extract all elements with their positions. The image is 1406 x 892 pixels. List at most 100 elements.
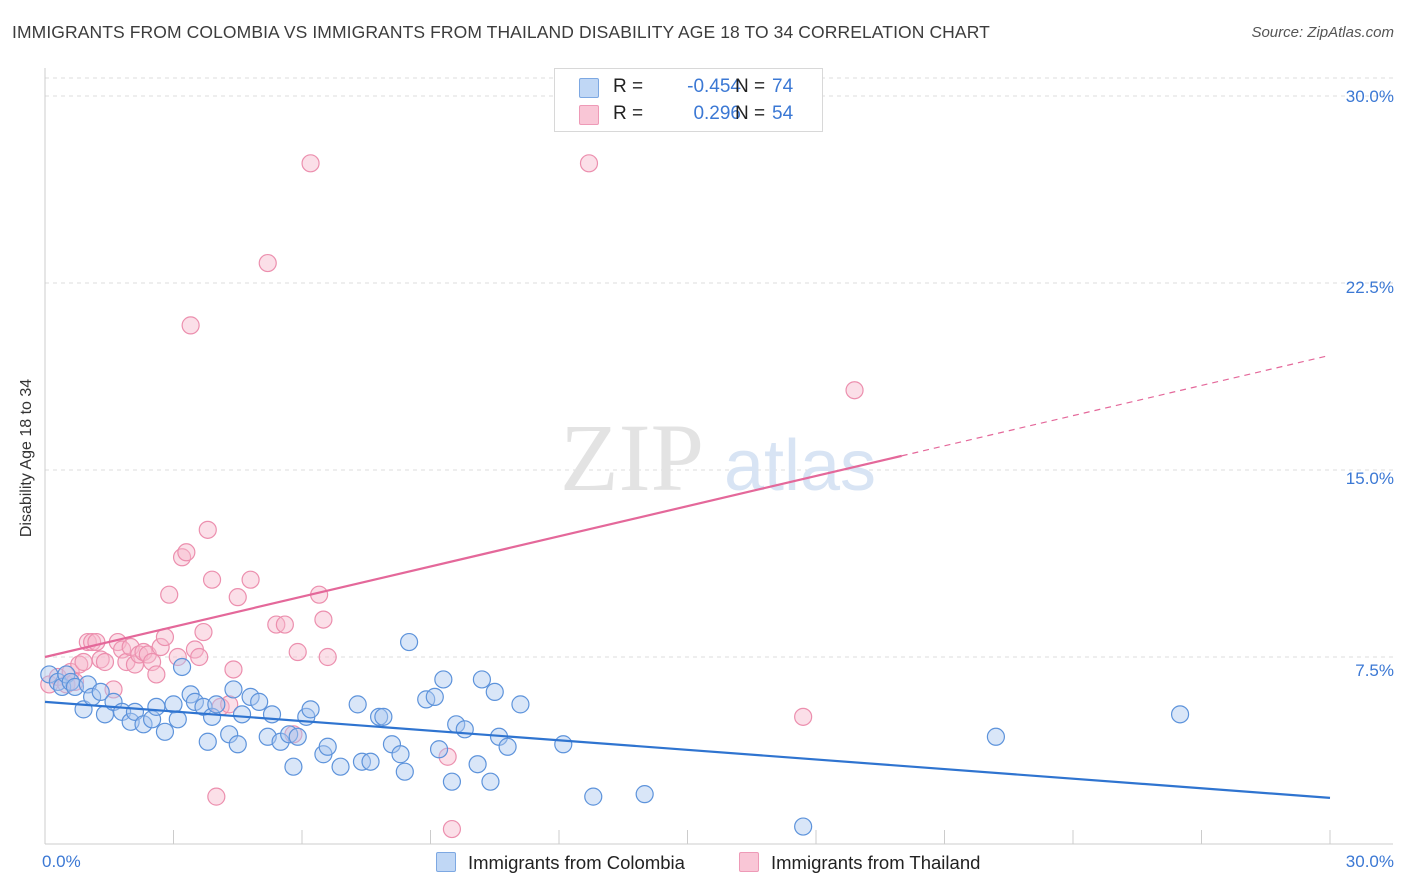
legend-r-label: R = (613, 76, 644, 97)
thailand-point (224, 660, 243, 679)
colombia-point (498, 737, 517, 756)
colombia-point (134, 715, 153, 734)
legend-swatch-colombia (579, 78, 599, 98)
thailand-point (314, 610, 333, 629)
thailand-trend-line (44, 454, 902, 659)
colombia-point (481, 772, 500, 791)
thailand-point (207, 787, 226, 806)
watermark: ZIP atlas (560, 404, 876, 511)
colombia-point (554, 735, 573, 754)
colombia-point (399, 632, 419, 652)
colombia-point (284, 757, 303, 776)
thailand-point (74, 652, 93, 672)
colombia-point (168, 710, 187, 729)
legend-n-label: N = (735, 76, 766, 97)
colombia-point (429, 740, 449, 759)
legend-r-label: R = (613, 103, 644, 124)
thailand-point (288, 642, 307, 662)
thailand-point (190, 647, 209, 667)
colombia-point (228, 735, 247, 754)
colombia-point (331, 757, 350, 776)
thailand-point (241, 570, 260, 589)
colombia-point (442, 772, 462, 791)
source-label: Source: ZipAtlas.com (1251, 24, 1394, 41)
colombia-point (511, 695, 530, 714)
y-tick-label: 22.5% (1345, 278, 1394, 297)
x-tick-label: 30.0% (1345, 852, 1394, 871)
colombia-point (207, 695, 226, 714)
colombia-point (455, 720, 474, 739)
colombia-point (584, 787, 603, 806)
colombia-point (348, 695, 367, 714)
thailand-point (228, 588, 247, 607)
colombia-point (986, 727, 1006, 746)
thailand-point (151, 637, 170, 657)
colombia-point (288, 727, 307, 746)
colombia-point (185, 692, 205, 711)
colombia-point (172, 657, 192, 677)
colombia-point (425, 687, 444, 706)
bottom-legend-label: Immigrants from Thailand (771, 852, 981, 873)
colombia-point (224, 680, 243, 699)
watermark-zip: ZIP (560, 404, 704, 511)
thailand-point (147, 665, 166, 684)
thailand-point (579, 154, 599, 173)
bottom-legend-label: Immigrants from Colombia (468, 852, 685, 873)
colombia-point (155, 722, 175, 741)
legend-n-value: 74 (772, 76, 794, 97)
colombia-point (198, 732, 217, 751)
legend-r-value: 0.296 (693, 103, 741, 124)
colombia-point (794, 817, 813, 836)
colombia-point (318, 737, 337, 756)
thailand-point (442, 819, 462, 839)
bottom-legend-thailand: Immigrants from Thailand (739, 852, 980, 874)
thailand-point (202, 570, 222, 589)
colombia-point (468, 755, 487, 774)
colombia-point (472, 670, 491, 689)
thailand-point (794, 707, 813, 726)
colombia-point (1170, 705, 1190, 724)
colombia-trend-line (44, 700, 1331, 799)
thailand-point (194, 622, 213, 642)
bottom-legend-swatch-colombia (436, 852, 456, 872)
thailand-point (845, 381, 864, 400)
colombia-point (635, 785, 654, 804)
legend-n-value: 54 (772, 103, 794, 124)
thailand-point (87, 632, 106, 652)
colombia-point (361, 752, 380, 771)
thailand-point (198, 520, 217, 539)
thailand-point (220, 695, 239, 714)
chart-title: IMMIGRANTS FROM COLOMBIA VS IMMIGRANTS F… (12, 22, 990, 42)
y-tick-label: 7.5% (1355, 661, 1394, 680)
colombia-point (250, 692, 269, 711)
bottom-legend-swatch-thailand (739, 852, 759, 872)
thailand-point (301, 154, 320, 173)
thailand-trend-line-extension (901, 354, 1331, 457)
thailand-point (258, 253, 277, 273)
colombia-point (91, 682, 110, 702)
watermark-atlas: atlas (724, 426, 876, 506)
y-tick-label: 30.0% (1345, 87, 1394, 106)
colombia-point (485, 682, 504, 702)
colombia-point (301, 700, 320, 719)
colombia-point (164, 695, 183, 714)
thailand-point (160, 585, 179, 604)
colombia-point (241, 687, 260, 706)
legend-swatch-thailand (579, 105, 599, 125)
colombia-point (147, 697, 166, 716)
x-tick-label: 0.0% (42, 852, 81, 871)
thailand-point (275, 615, 294, 634)
thailand-point (318, 647, 337, 667)
legend-n-label: N = (735, 103, 766, 124)
grid-lines (45, 77, 1393, 658)
colombia-point (370, 707, 389, 726)
y-tick-label: 15.0% (1345, 469, 1394, 488)
correlation-legend: R = -0.454 N = 74 R = 0.296 N = 54 (554, 68, 823, 132)
legend-r-value: -0.454 (687, 76, 741, 97)
thailand-point (95, 652, 115, 672)
colombia-point (374, 707, 393, 726)
trend-lines (44, 354, 1331, 799)
axes (44, 68, 1393, 845)
colombia-point (434, 670, 453, 689)
